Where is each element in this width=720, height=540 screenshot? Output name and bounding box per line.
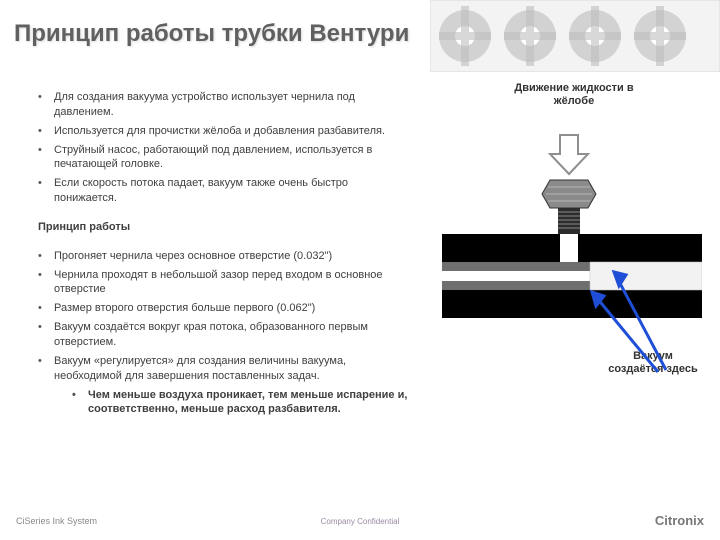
- list-item: Чернила проходят в небольшой зазор перед…: [38, 268, 408, 298]
- list-item: Размер второго отверстия больше первого …: [38, 301, 408, 316]
- channel-narrow: [442, 271, 590, 281]
- principle-list: Прогоняет чернила через основное отверст…: [38, 249, 408, 417]
- thread-icon: [558, 208, 580, 234]
- nut-icon: [542, 180, 596, 208]
- page-title: Принцип работы трубки Вентури: [14, 20, 409, 48]
- list-item: Прогоняет чернила через основное отверст…: [38, 249, 408, 264]
- port-opening: [560, 234, 578, 262]
- list-sub-item: Чем меньше воздуха проникает, тем меньше…: [38, 388, 408, 418]
- list-item: Вакуум создаётся вокруг края потока, обр…: [38, 320, 408, 350]
- list-item: Используется для прочистки жёлоба и доба…: [38, 124, 408, 139]
- footer-center: Company Confidential: [0, 517, 720, 526]
- channel-wide: [590, 262, 702, 290]
- intro-list: Для создания вакуума устройство использу…: [38, 90, 408, 206]
- flow-arrow-icon: [550, 135, 588, 174]
- principle-heading: Принцип работы: [38, 220, 408, 235]
- list-item: Если скорость потока падает, вакуум такж…: [38, 176, 408, 206]
- body-text: Для создания вакуума устройство использу…: [38, 90, 408, 421]
- header-graphic: [430, 0, 720, 72]
- inner-wall-top: [442, 262, 590, 271]
- list-item: Струйный насос, работающий под давлением…: [38, 143, 408, 173]
- tube-body-bottom: [442, 290, 702, 318]
- list-item: Для создания вакуума устройство использу…: [38, 90, 408, 120]
- list-item: Вакуум «регулируется» для создания велич…: [38, 354, 408, 384]
- venturi-diagram: [442, 80, 702, 410]
- footer-right: Citronix: [655, 513, 704, 528]
- inner-wall-bottom: [442, 281, 590, 290]
